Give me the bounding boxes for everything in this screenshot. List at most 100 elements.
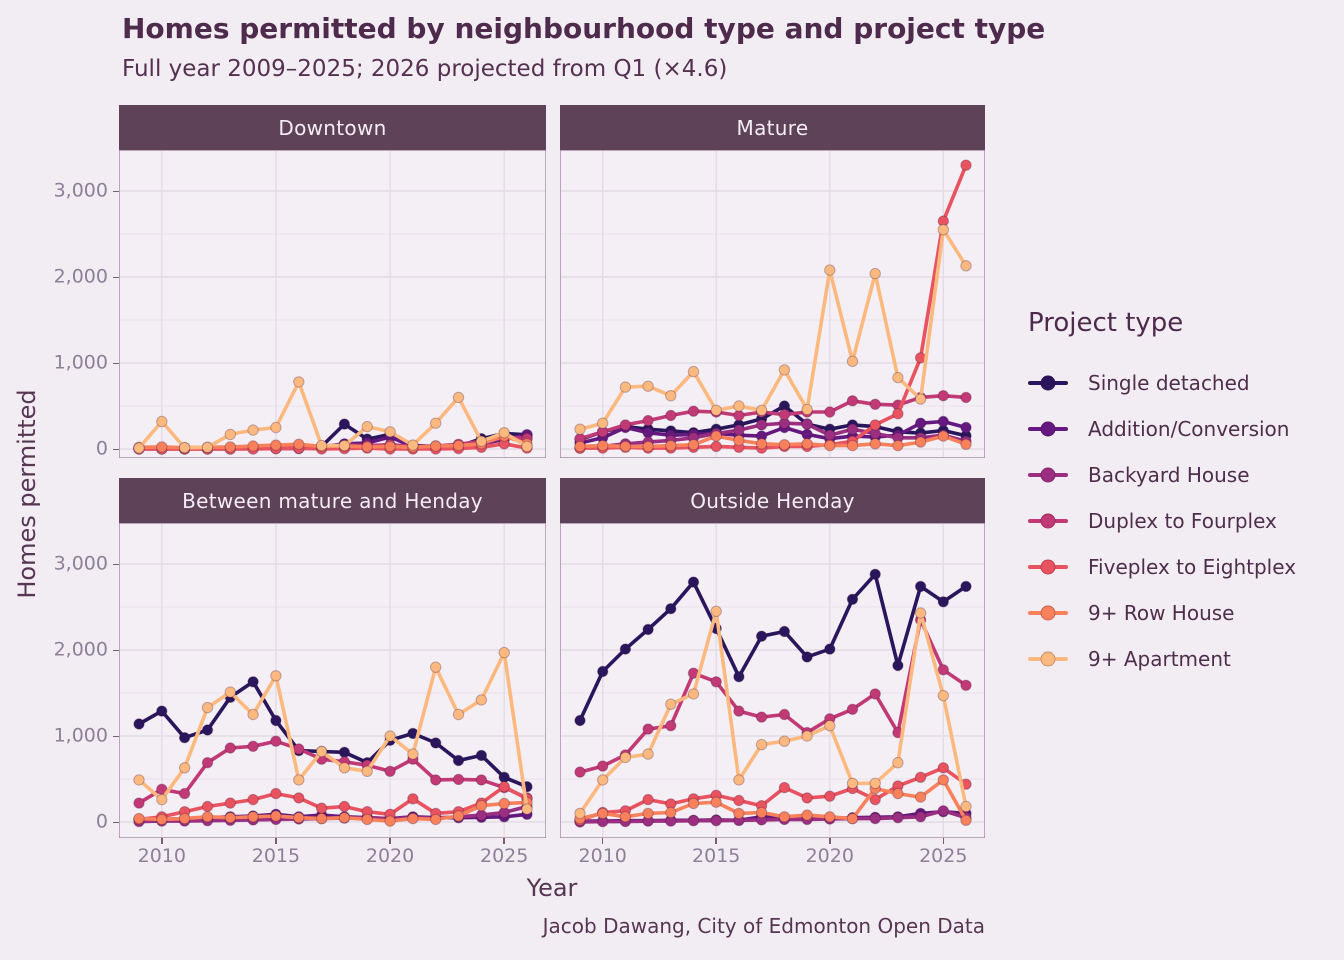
data-point (156, 705, 168, 717)
data-point (846, 423, 859, 435)
data-point (824, 429, 836, 441)
x-tick-label: 2020 (805, 845, 854, 867)
y-tick-label: 2,000 (53, 638, 108, 661)
data-point (914, 436, 927, 448)
data-point (801, 428, 813, 441)
data-point (452, 754, 465, 767)
data-point (960, 679, 972, 692)
legend-item-label: 9+ Apartment (1088, 647, 1231, 671)
data-point (914, 771, 927, 784)
data-point (869, 793, 881, 806)
data-point (869, 398, 881, 411)
facet-strip-label: Downtown (278, 115, 387, 140)
data-point (914, 607, 927, 619)
data-point (201, 757, 214, 769)
data-point (178, 812, 191, 825)
data-point (914, 417, 927, 429)
legend-key-icon (1028, 420, 1068, 438)
data-point (846, 812, 859, 825)
facet-strip-label: Between mature and Henday (182, 488, 483, 513)
data-point (778, 364, 791, 376)
facet-panel (560, 523, 985, 838)
data-point (733, 671, 745, 683)
facet-panel (119, 523, 546, 838)
data-point (384, 730, 396, 742)
data-point (270, 439, 282, 451)
legend-item-label: Fiveplex to Eightplex (1088, 555, 1297, 579)
data-point (642, 414, 654, 427)
data-point (687, 688, 700, 700)
y-tick-mark (113, 190, 119, 192)
data-point (937, 762, 949, 774)
data-point (224, 797, 237, 809)
data-point (315, 802, 328, 814)
y-tick-label: 1,000 (53, 724, 108, 747)
data-point (247, 708, 259, 721)
data-point (755, 419, 768, 431)
x-tick-mark (942, 838, 945, 844)
x-tick-mark (275, 838, 277, 844)
legend-item-label: Single detached (1088, 371, 1250, 395)
data-point (574, 766, 586, 778)
data-point (801, 730, 813, 742)
data-point (384, 815, 396, 827)
data-point (201, 724, 214, 736)
legend-item-label: Duplex to Fourplex (1088, 509, 1277, 533)
data-point (247, 676, 259, 688)
data-point (892, 659, 904, 672)
data-point (710, 676, 722, 688)
data-point (270, 670, 282, 682)
data-point (338, 812, 351, 824)
data-point (846, 703, 859, 716)
data-point (270, 421, 282, 434)
data-point (869, 568, 881, 580)
data-point (846, 593, 859, 606)
data-point (778, 625, 791, 638)
data-point (430, 737, 442, 749)
data-point (755, 806, 768, 819)
data-point (733, 807, 745, 820)
data-point (247, 811, 259, 823)
data-point (687, 576, 700, 588)
x-tick-label: 2020 (365, 845, 415, 867)
data-point (710, 440, 722, 453)
data-point (960, 421, 972, 434)
data-point (824, 264, 836, 276)
data-point (801, 418, 813, 430)
data-point (247, 793, 259, 806)
data-point (452, 391, 465, 404)
data-point (824, 643, 836, 655)
data-point (224, 441, 237, 453)
data-point (224, 742, 237, 754)
data-point (156, 441, 168, 453)
data-point (642, 380, 654, 392)
data-point (247, 440, 259, 452)
data-point (824, 406, 836, 418)
legend-key-icon (1028, 650, 1068, 668)
data-point (315, 439, 328, 452)
data-point (156, 813, 168, 826)
data-point (960, 260, 972, 272)
data-point (869, 419, 881, 431)
data-point (498, 427, 510, 439)
y-tick-label: 3,000 (53, 179, 108, 202)
data-point (937, 596, 949, 608)
legend-key-icon (1028, 558, 1068, 576)
data-point (293, 774, 305, 786)
data-point (869, 688, 881, 700)
data-point (710, 430, 722, 442)
x-axis-title: Year (526, 874, 578, 902)
data-point (687, 439, 700, 451)
data-point (452, 773, 465, 786)
data-point (338, 762, 351, 774)
chart-subtitle: Full year 2009–2025; 2026 projected from… (122, 56, 728, 82)
data-point (430, 417, 442, 429)
data-point (755, 404, 768, 416)
data-point (733, 409, 745, 422)
data-point (597, 760, 609, 772)
data-point (270, 787, 282, 800)
data-point (960, 159, 972, 171)
data-point (892, 439, 904, 452)
data-point (597, 439, 609, 452)
data-point (801, 809, 813, 821)
